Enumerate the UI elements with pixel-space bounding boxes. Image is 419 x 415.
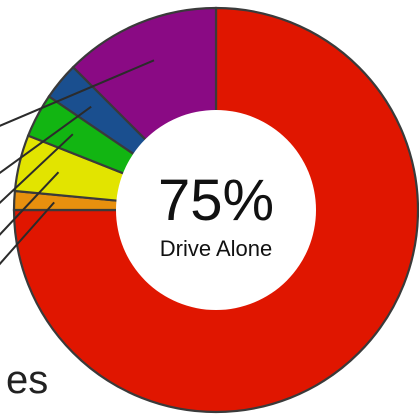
leader-line-2	[0, 171, 60, 236]
leader-line-3	[0, 133, 74, 204]
leader-line-5	[0, 59, 155, 127]
leader-lines	[0, 59, 155, 266]
center-value: 75%	[158, 168, 274, 233]
leader-line-4	[0, 105, 92, 174]
clipped-label-text: es	[6, 358, 48, 402]
donut-hole	[116, 110, 316, 310]
center-label: Drive Alone	[160, 236, 273, 261]
leader-line-1	[0, 201, 55, 266]
